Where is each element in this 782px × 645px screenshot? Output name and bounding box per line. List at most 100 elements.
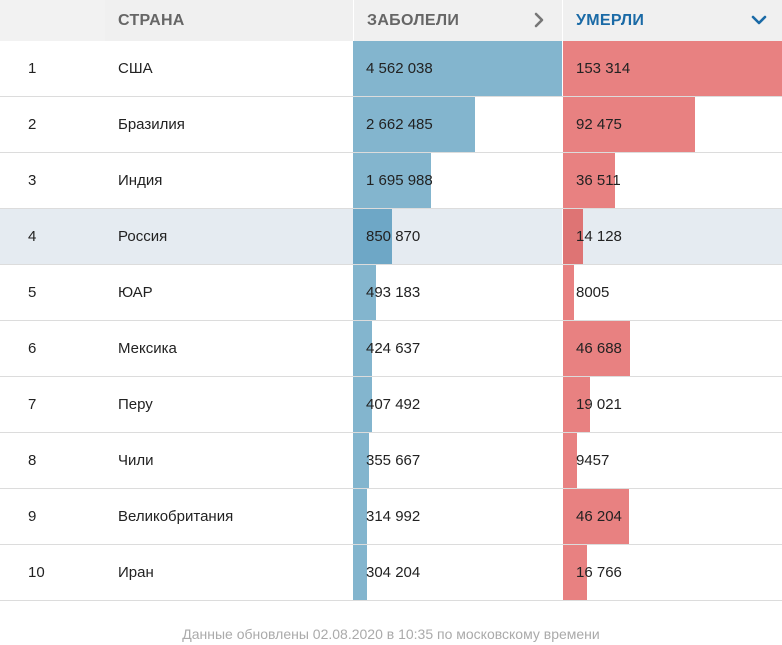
- table-row[interactable]: 8 Чили 355 667 9457: [0, 433, 782, 489]
- chevron-down-icon: [751, 15, 767, 25]
- header-deaths-sort[interactable]: Умерли: [562, 0, 782, 41]
- cases-value: 493 183: [366, 284, 421, 301]
- cases-value: 314 992: [366, 508, 421, 525]
- deaths-bar: [563, 265, 574, 320]
- cases-cell: 493 183: [353, 265, 562, 320]
- row-rank: 10: [28, 564, 45, 581]
- deaths-cell: 46 688: [562, 321, 782, 376]
- cases-cell: 2 662 485: [353, 97, 562, 152]
- deaths-value: 46 204: [576, 508, 622, 525]
- deaths-value: 92 475: [576, 116, 622, 133]
- row-country: Чили: [118, 452, 154, 469]
- deaths-bar: [563, 209, 583, 264]
- cases-bar: [353, 545, 367, 600]
- cases-cell: 850 870: [353, 209, 562, 264]
- table-row[interactable]: 7 Перу 407 492 19 021: [0, 377, 782, 433]
- deaths-cell: 14 128: [562, 209, 782, 264]
- row-rank: 6: [28, 340, 37, 357]
- deaths-value: 8005: [576, 284, 610, 301]
- deaths-bar: [563, 153, 615, 208]
- deaths-value: 46 688: [576, 340, 622, 357]
- deaths-value: 14 128: [576, 228, 622, 245]
- table-row[interactable]: 1 США 4 562 038 153 314: [0, 41, 782, 97]
- header-country[interactable]: Страна: [105, 0, 353, 41]
- row-rank: 5: [28, 284, 37, 301]
- header-rank: [0, 0, 105, 41]
- deaths-bar: [563, 489, 629, 544]
- deaths-cell: 8005: [562, 265, 782, 320]
- deaths-cell: 92 475: [562, 97, 782, 152]
- row-country: Великобритания: [118, 508, 234, 525]
- row-rank: 2: [28, 116, 37, 133]
- cases-cell: 4 562 038: [353, 41, 562, 96]
- table-body: 1 США 4 562 038 153 314 2 Бразилия 2 662 485 92…: [0, 41, 782, 601]
- deaths-value: 16 766: [576, 564, 622, 581]
- cases-bar: [353, 209, 392, 264]
- cases-bar: [353, 97, 475, 152]
- header-deaths-label: Умерли: [576, 11, 645, 29]
- deaths-bar: [563, 433, 577, 488]
- deaths-bar: [563, 41, 782, 96]
- row-rank: 9: [28, 508, 37, 525]
- deaths-cell: 153 314: [562, 41, 782, 96]
- row-rank: 8: [28, 452, 37, 469]
- cases-bar: [353, 321, 372, 376]
- row-country: Россия: [118, 228, 168, 245]
- row-rank: 4: [28, 228, 37, 245]
- update-note: Данные обновлены 02.08.2020 в 10:35 по м…: [182, 626, 600, 642]
- deaths-cell: 36 511: [562, 153, 782, 208]
- deaths-bar: [563, 377, 590, 432]
- cases-value: 1 695 988: [366, 172, 433, 189]
- deaths-cell: 19 021: [562, 377, 782, 432]
- cases-bar: [353, 265, 376, 320]
- cases-value: 355 667: [366, 452, 421, 469]
- cases-bar: [353, 433, 369, 488]
- cases-cell: 407 492: [353, 377, 562, 432]
- cases-value: 850 870: [366, 228, 421, 245]
- deaths-value: 19 021: [576, 396, 622, 413]
- table-row[interactable]: 9 Великобритания 314 992 46 204: [0, 489, 782, 545]
- table-row[interactable]: 4 Россия 850 870 14 128: [0, 209, 782, 265]
- deaths-bar: [563, 545, 587, 600]
- row-rank: 7: [28, 396, 37, 413]
- cases-value: 424 637: [366, 340, 421, 357]
- cases-bar: [353, 41, 562, 96]
- row-country: Мексика: [118, 340, 177, 357]
- row-country: Перу: [118, 396, 153, 413]
- table-row[interactable]: 10 Иран 304 204 16 766: [0, 545, 782, 601]
- table-row[interactable]: 3 Индия 1 695 988 36 511: [0, 153, 782, 209]
- deaths-value: 36 511: [576, 172, 621, 189]
- cases-cell: 1 695 988: [353, 153, 562, 208]
- cases-cell: 355 667: [353, 433, 562, 488]
- table-row[interactable]: 6 Мексика 424 637 46 688: [0, 321, 782, 377]
- cases-value: 4 562 038: [366, 60, 433, 77]
- deaths-bar: [563, 321, 630, 376]
- table-header: Страна Заболели Умерли: [0, 0, 782, 41]
- row-rank: 1: [28, 60, 37, 77]
- row-rank: 3: [28, 172, 37, 189]
- cases-value: 304 204: [366, 564, 421, 581]
- header-cases-sort[interactable]: Заболели: [353, 0, 562, 41]
- chevron-right-icon: [534, 12, 544, 28]
- deaths-cell: 9457: [562, 433, 782, 488]
- header-country-label: Страна: [118, 11, 185, 29]
- row-country: ЮАР: [118, 284, 153, 301]
- cases-cell: 314 992: [353, 489, 562, 544]
- deaths-cell: 46 204: [562, 489, 782, 544]
- row-country: Бразилия: [118, 116, 185, 133]
- cases-bar: [353, 153, 431, 208]
- cases-value: 407 492: [366, 396, 421, 413]
- row-country: Иран: [118, 564, 154, 581]
- deaths-bar: [563, 97, 695, 152]
- header-cases-label: Заболели: [367, 11, 460, 29]
- cases-cell: 424 637: [353, 321, 562, 376]
- row-country: Индия: [118, 172, 163, 189]
- deaths-cell: 16 766: [562, 545, 782, 600]
- deaths-value: 153 314: [576, 60, 631, 77]
- row-country: США: [118, 60, 153, 77]
- cases-bar: [353, 377, 372, 432]
- table-row[interactable]: 5 ЮАР 493 183 8005: [0, 265, 782, 321]
- cases-cell: 304 204: [353, 545, 562, 600]
- table-row[interactable]: 2 Бразилия 2 662 485 92 475: [0, 97, 782, 153]
- cases-bar: [353, 489, 367, 544]
